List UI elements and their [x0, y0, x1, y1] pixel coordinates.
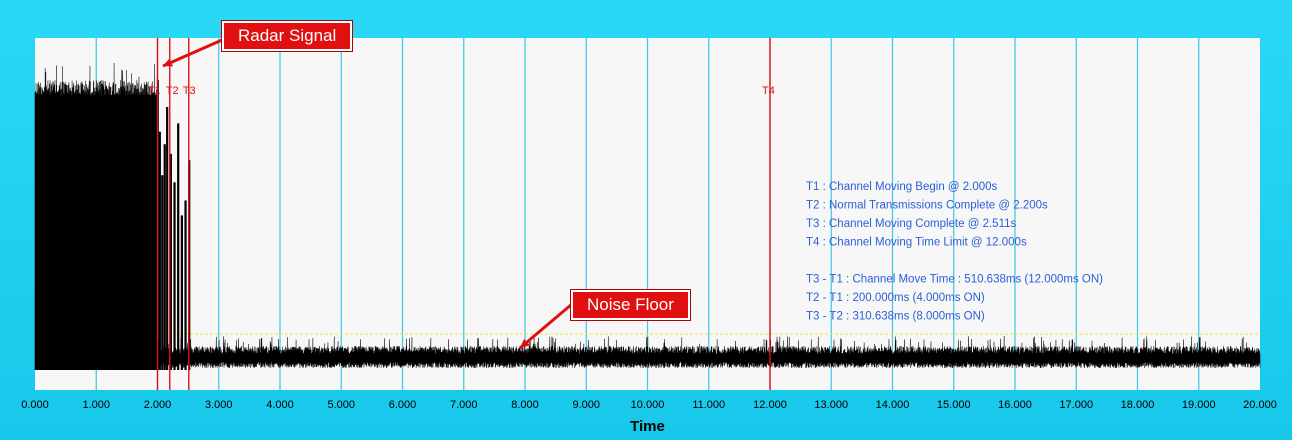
marker-label-t2: T2	[166, 85, 179, 97]
radar-signal-callout: Radar Signal	[220, 20, 354, 52]
x-tick-label: 5.000	[327, 399, 355, 411]
signal-burst	[177, 123, 180, 370]
x-tick-label: 1.000	[82, 399, 110, 411]
radar-signal-arrow	[162, 38, 223, 68]
x-tick-label: 6.000	[389, 399, 417, 411]
noise-floor-callout: Noise Floor	[570, 289, 691, 321]
x-tick-label: 10.000	[631, 399, 665, 411]
marker-label-t3: T3	[183, 85, 196, 97]
x-tick-label: 17.000	[1059, 399, 1093, 411]
radar-signal-arrow-head	[163, 58, 173, 67]
x-tick-label: 2.000	[144, 399, 172, 411]
signal-burst	[173, 182, 176, 370]
x-tick-label: 12.000	[753, 399, 787, 411]
signal-high-segment	[35, 95, 158, 370]
x-tick-label: 14.000	[876, 399, 910, 411]
x-tick-label: 3.000	[205, 399, 233, 411]
signal-burst	[163, 144, 166, 370]
x-tick-label: 9.000	[572, 399, 600, 411]
marker-label-t4: T4	[762, 85, 775, 97]
info-line: T1 : Channel Moving Begin @ 2.000s	[806, 181, 998, 193]
signal-burst	[158, 131, 161, 370]
x-tick-label: 4.000	[266, 399, 294, 411]
info-line: T2 : Normal Transmissions Complete @ 2.2…	[806, 200, 1048, 212]
signal-burst	[169, 153, 172, 370]
marker-label-t1: T1	[148, 85, 161, 97]
signal-trace	[34, 62, 1261, 371]
x-tick-label: 16.000	[998, 399, 1032, 411]
x-tick-label: 8.000	[511, 399, 539, 411]
info-line: T3 - T1 : Channel Move Time : 510.638ms …	[806, 274, 1103, 286]
x-tick-label: 20.000	[1243, 399, 1277, 411]
info-line: T2 - T1 : 200.000ms (4.000ms ON)	[806, 292, 985, 304]
info-line: T3 : Channel Moving Complete @ 2.511s	[806, 218, 1017, 230]
info-line: T4 : Channel Moving Time Limit @ 12.000s	[806, 237, 1027, 249]
signal-burst	[166, 107, 169, 370]
noise-floor-arrow	[519, 302, 573, 350]
x-tick-label: 11.000	[692, 399, 725, 411]
x-tick-label: 7.000	[450, 399, 478, 411]
noise-floor-arrow-head	[520, 338, 530, 348]
signal-burst	[184, 200, 187, 370]
x-axis-title: Time	[630, 418, 665, 435]
info-line: T3 - T2 : 310.638ms (8.000ms ON)	[806, 311, 985, 323]
x-tick-label: 0.000	[21, 399, 49, 411]
x-tick-label: 15.000	[937, 399, 971, 411]
signal-burst	[180, 215, 183, 370]
x-tick-label: 13.000	[814, 399, 848, 411]
x-tick-label: 19.000	[1182, 399, 1216, 411]
x-tick-label: 18.000	[1121, 399, 1155, 411]
signal-burst	[161, 175, 164, 370]
